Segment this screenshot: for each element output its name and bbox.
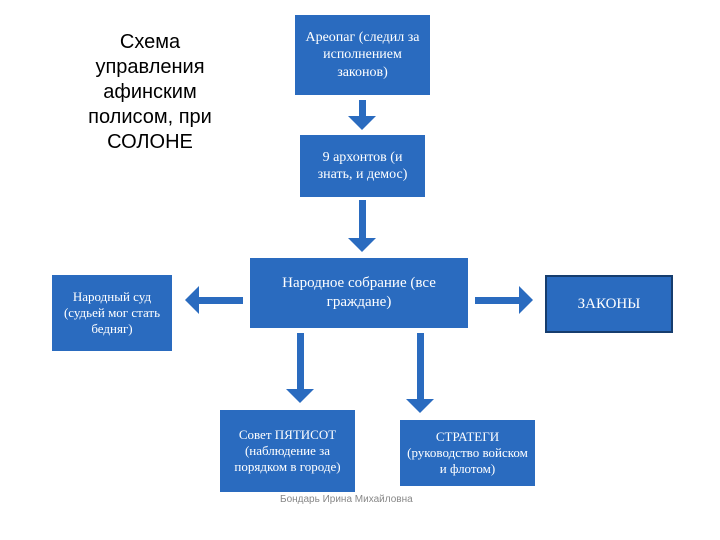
box-strategoi: СТРАТЕГИ (руководство войском и флотом) — [400, 420, 535, 486]
box-laws: ЗАКОНЫ — [545, 275, 673, 333]
box-assembly: Народное собрание (все граждане) — [250, 258, 468, 328]
box-council: Совет ПЯТИСОТ(наблюдение за порядком в г… — [220, 410, 355, 492]
diagram-title: Схема управления афинским полисом, при С… — [75, 30, 225, 155]
diagram-canvas: Схема управления афинским полисом, при С… — [0, 0, 720, 540]
box-areopag: Ареопаг (следил за исполнением законов) — [295, 15, 430, 95]
box-court: Народный суд(судьей мог стать бедняг) — [52, 275, 172, 351]
author-footer: Бондарь Ирина Михайловна — [280, 494, 413, 505]
box-archons: 9 архонтов (и знать, и демос) — [300, 135, 425, 197]
